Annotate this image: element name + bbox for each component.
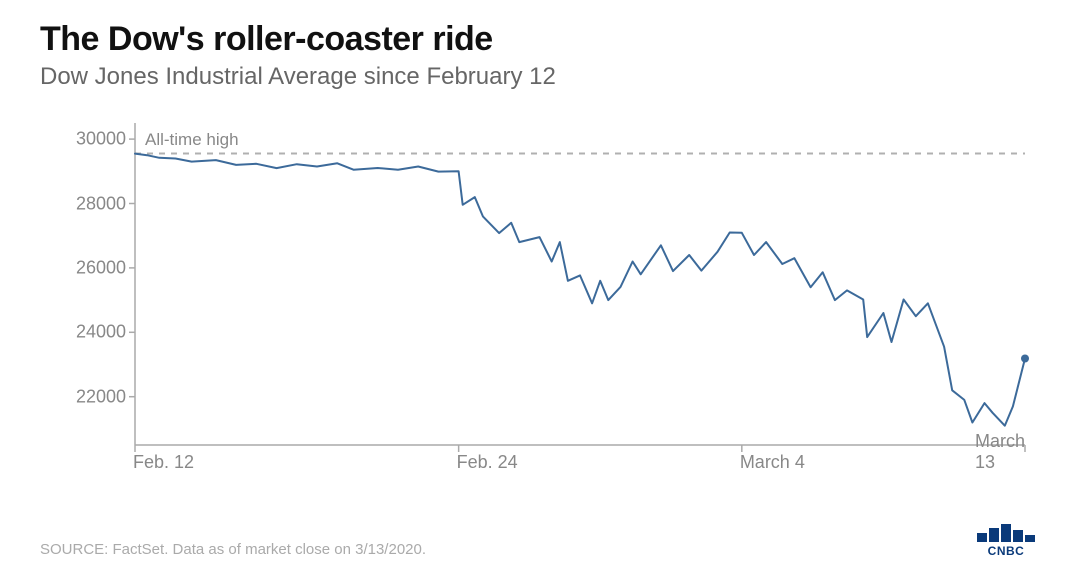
chart-svg xyxy=(40,105,1040,475)
y-tick-label: 30000 xyxy=(56,129,126,150)
y-tick-label: 28000 xyxy=(56,193,126,214)
cnbc-logo-icon xyxy=(974,524,1038,542)
x-tick-label: Feb. 24 xyxy=(457,452,518,473)
cnbc-logo: CNBC xyxy=(974,524,1038,564)
chart-title: The Dow's roller-coaster ride xyxy=(40,20,1040,59)
reference-line-label: All-time high xyxy=(145,130,239,150)
chart-subtitle: Dow Jones Industrial Average since Febru… xyxy=(40,63,1040,91)
x-tick-label: March 13 xyxy=(975,431,1025,473)
y-tick-label: 24000 xyxy=(56,322,126,343)
x-tick-label: March 4 xyxy=(740,452,805,473)
y-tick-label: 26000 xyxy=(56,257,126,278)
chart-container: The Dow's roller-coaster ride Dow Jones … xyxy=(0,0,1080,576)
source-line: SOURCE: FactSet. Data as of market close… xyxy=(40,541,426,558)
chart-plot-area: 22000 24000 26000 28000 30000 Feb. 12 Feb. 24 M… xyxy=(40,105,1040,475)
cnbc-logo-text: CNBC xyxy=(974,544,1038,558)
y-tick-label: 22000 xyxy=(56,386,126,407)
x-tick-label: Feb. 12 xyxy=(133,452,194,473)
